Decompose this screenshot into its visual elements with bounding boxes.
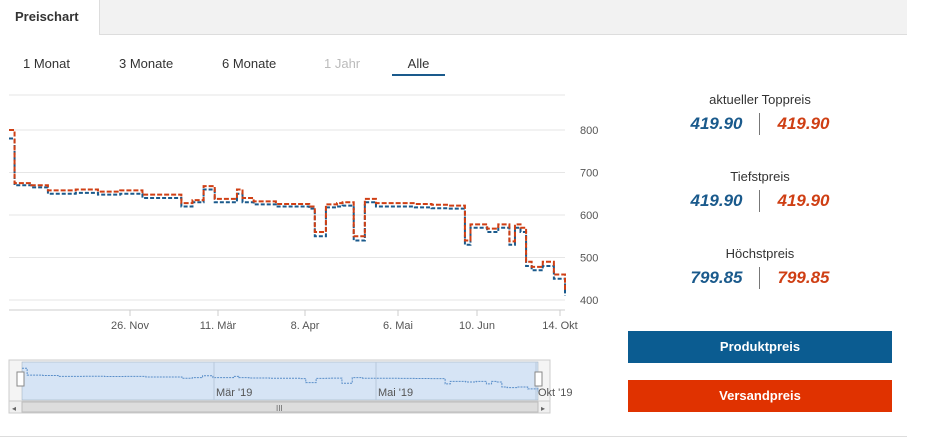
x-tick-label: 6. Mai bbox=[383, 320, 413, 332]
stat-label: aktueller Toppreis bbox=[709, 92, 811, 107]
x-tick-label: 14. Okt bbox=[542, 320, 577, 332]
price-chart: 400 500 600 700 800 26. Nov 11. Mär 8. Apr 6. M… bbox=[8, 94, 598, 414]
navigator-tick-label: Mär '19 bbox=[216, 387, 252, 399]
navigator-handle-left[interactable] bbox=[16, 371, 25, 387]
shipping-price-value: 419.90 bbox=[777, 114, 830, 133]
y-tick-label: 700 bbox=[580, 168, 598, 180]
y-tick-label: 800 bbox=[580, 125, 598, 137]
x-tick-label: 26. Nov bbox=[111, 320, 149, 332]
shipping-price-value: 799.85 bbox=[777, 268, 830, 287]
scroll-right-icon[interactable]: ▸ bbox=[541, 404, 545, 413]
stat-label: Höchstpreis bbox=[725, 246, 795, 261]
range-6-monate[interactable]: 6 Monate bbox=[222, 56, 277, 71]
stat-top-price: aktueller Toppreis 419.90 419.90 bbox=[628, 92, 892, 169]
range-3-monate[interactable]: 3 Monate bbox=[119, 56, 174, 71]
separator bbox=[758, 113, 760, 135]
divider bbox=[0, 436, 907, 437]
range-1-monat[interactable]: 1 Monat bbox=[23, 56, 70, 71]
navigator-line bbox=[22, 367, 539, 392]
y-tick-label: 600 bbox=[580, 210, 598, 222]
navigator-series-line bbox=[22, 367, 539, 392]
navigator-scrollbar-thumb[interactable] bbox=[21, 401, 539, 413]
chart-grid bbox=[9, 94, 565, 311]
product-price-value: 419.90 bbox=[690, 191, 743, 210]
product-price-value: 799.85 bbox=[690, 268, 743, 287]
shipping-price-line bbox=[9, 129, 566, 292]
y-axis-ticks: 400 500 600 700 800 bbox=[580, 125, 598, 307]
stat-label: Tiefstpreis bbox=[730, 169, 790, 184]
y-tick-label: 500 bbox=[580, 253, 598, 265]
scroll-left-icon[interactable]: ◂ bbox=[12, 404, 16, 413]
price-lines bbox=[9, 129, 566, 296]
chart-navigator: Mär '19 Mai '19 Okt '19 ◂ ▸ III bbox=[8, 359, 573, 414]
navigator-ticks: Mär '19 Mai '19 Okt '19 bbox=[213, 362, 573, 400]
product-price-value: 419.90 bbox=[690, 114, 743, 133]
product-price-button[interactable]: Produktpreis bbox=[628, 331, 892, 363]
tab-preischart[interactable]: Preischart bbox=[0, 0, 100, 35]
y-tick-label: 400 bbox=[580, 295, 598, 307]
x-tick-label: 8. Apr bbox=[291, 320, 320, 332]
shipping-price-button[interactable]: Versandpreis bbox=[628, 380, 892, 412]
price-stats: aktueller Toppreis 419.90 419.90 Tiefstp… bbox=[628, 92, 892, 323]
separator bbox=[758, 267, 760, 289]
separator bbox=[758, 190, 760, 212]
x-tick-label: 10. Jun bbox=[459, 320, 495, 332]
product-price-line bbox=[9, 137, 566, 296]
tab-bar: Preischart bbox=[0, 0, 907, 35]
shipping-price-value: 419.90 bbox=[777, 191, 830, 210]
x-axis-ticks: 26. Nov 11. Mär 8. Apr 6. Mai 10. Jun 14. Okt bbox=[111, 310, 578, 332]
x-tick-label: 11. Mär bbox=[200, 320, 237, 332]
range-alle[interactable]: Alle bbox=[392, 56, 445, 76]
navigator-tick-label: Mai '19 bbox=[378, 387, 413, 399]
scrollbar-grip-icon: III bbox=[276, 404, 283, 413]
stat-max-price: Höchstpreis 799.85 799.85 bbox=[628, 246, 892, 323]
stat-min-price: Tiefstpreis 419.90 419.90 bbox=[628, 169, 892, 246]
navigator-tick-label: Okt '19 bbox=[538, 387, 573, 399]
navigator-handle-right[interactable] bbox=[534, 371, 543, 387]
range-1-jahr: 1 Jahr bbox=[324, 56, 361, 71]
